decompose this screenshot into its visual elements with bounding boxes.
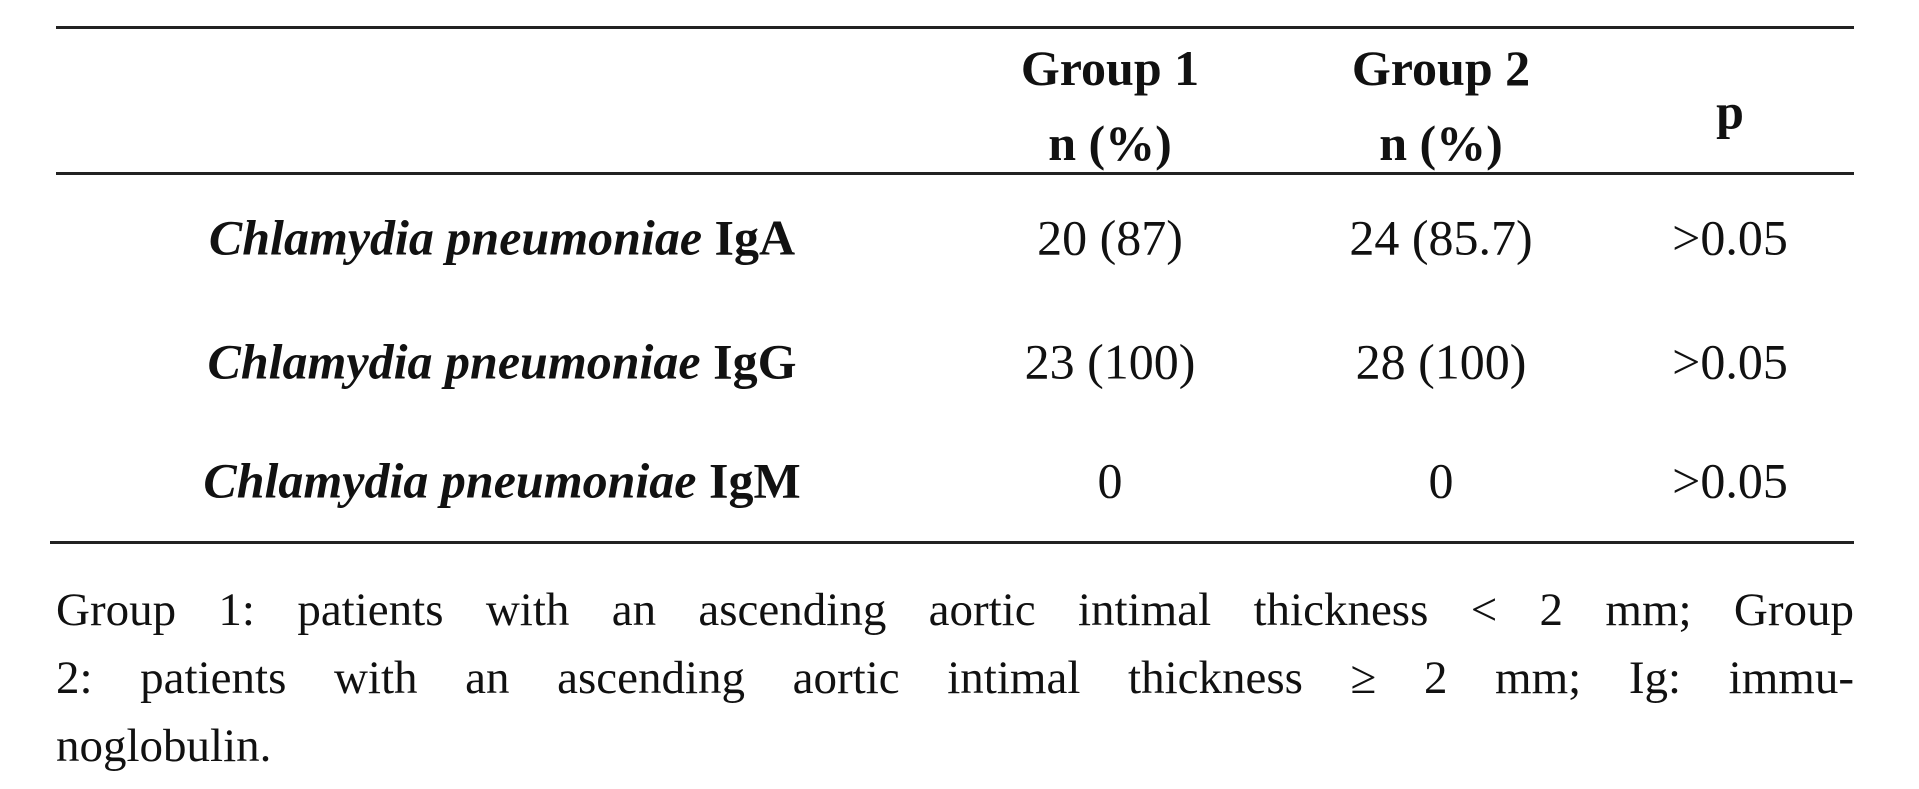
caption: Group 1: patients with an ascending aort… (56, 576, 1854, 780)
caption-line: noglobulin. (56, 720, 272, 772)
caption-line: Group 1: patients with an ascending aort… (56, 584, 1854, 636)
column-unit: n (%) (1048, 115, 1172, 171)
column-title: Group 1 (1020, 40, 1200, 96)
row-label: Chlamydia pneumoniae IgA (209, 201, 795, 276)
table-cell: 0 (1428, 452, 1454, 509)
bottom-rule (50, 541, 1854, 544)
antibody-name: IgA (714, 209, 796, 266)
table-cell: >0.05 (1672, 333, 1788, 390)
table-cell: >0.05 (1672, 452, 1788, 509)
table-cell: 20 (87) (1037, 209, 1183, 266)
table-cell: 23 (100) (1024, 333, 1196, 390)
antibody-name: IgM (708, 452, 801, 509)
row-label: Chlamydia pneumoniae IgG (208, 325, 797, 400)
row-label: Chlamydia pneumoniae IgM (203, 444, 800, 519)
table-cell: >0.05 (1672, 209, 1788, 266)
column-unit: n (%) (1379, 115, 1503, 171)
table-cell: 28 (100) (1355, 333, 1527, 390)
antibody-name: IgG (713, 333, 797, 390)
header-rule (56, 172, 1854, 175)
organism-name: Chlamydia pneumoniae (207, 333, 701, 390)
column-header: Group 2 n (%) (1352, 31, 1530, 181)
caption-line: 2: patients with an ascending aortic int… (56, 652, 1854, 704)
organism-name: Chlamydia pneumoniae (203, 452, 697, 509)
column-header: p (1716, 83, 1744, 140)
column-header: Group 1 n (%) (1021, 31, 1199, 181)
top-rule (56, 26, 1854, 29)
table-cell: 0 (1097, 452, 1123, 509)
table-cell: 24 (85.7) (1349, 209, 1533, 266)
column-title: Group 2 (1351, 40, 1531, 96)
organism-name: Chlamydia pneumoniae (208, 209, 703, 266)
